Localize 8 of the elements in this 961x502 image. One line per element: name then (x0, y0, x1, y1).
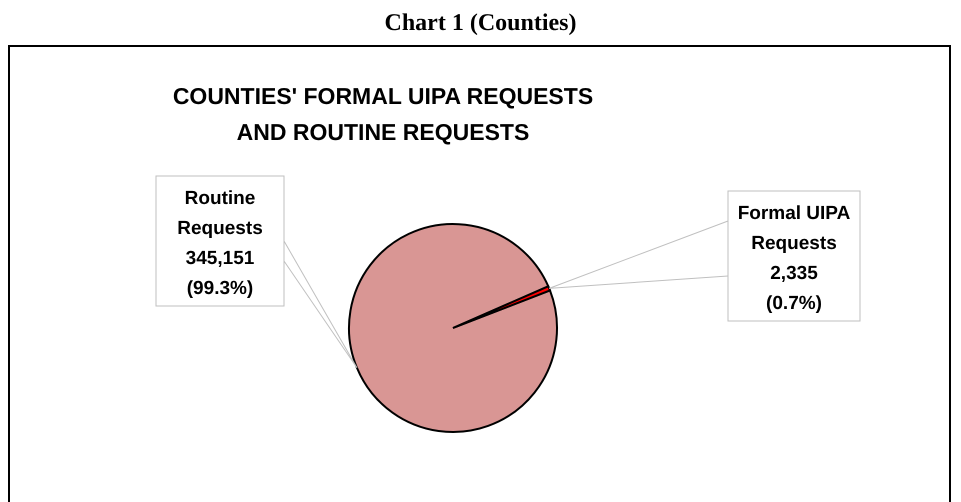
slice-label: Routine Requests (177, 188, 263, 239)
pie-slice (452, 285, 551, 329)
chart-subtitle: COUNTIES' FORMAL UIPA REQUESTS AND ROUTINE REQUESTS (172, 82, 594, 147)
chart-title: Chart 1 (Counties) (384, 10, 578, 37)
data-label: 2,335 (0.7%) (766, 263, 822, 314)
data-label: 345,151 (99.3%) (186, 248, 255, 299)
pie-slice (348, 223, 558, 433)
slice-label: Formal UIPA Requests (738, 203, 851, 254)
